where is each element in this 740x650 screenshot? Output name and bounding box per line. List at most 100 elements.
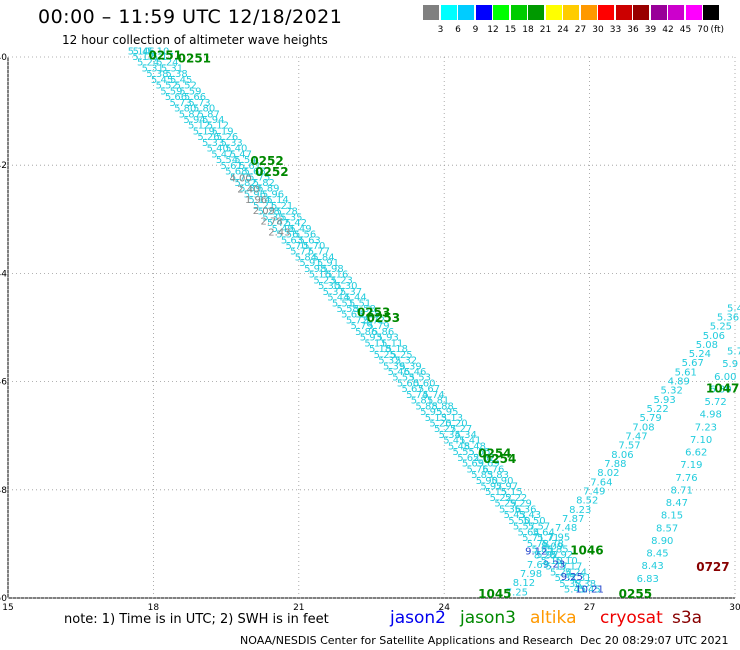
pass-time-label: 0251 bbox=[178, 51, 211, 65]
descending-track-b: 5.98 bbox=[321, 264, 343, 275]
descending-track-b: 5.34 bbox=[455, 430, 477, 441]
footer-credit: NOAA/NESDIS Center for Satellite Applica… bbox=[240, 634, 574, 647]
pass-time-label: 1047 bbox=[706, 381, 739, 395]
lat-tick-label: -50 bbox=[0, 594, 7, 604]
descending-track-a: 5.31 bbox=[142, 63, 164, 74]
descending-track-b: 5.39 bbox=[400, 361, 422, 372]
lat-tick-label: -42 bbox=[0, 161, 7, 171]
descending-track-b: 5.97 bbox=[496, 482, 518, 493]
descending-track-b: 5.31 bbox=[161, 63, 183, 74]
scale-label: 6 bbox=[455, 25, 461, 35]
descending-track-a: 5.73 bbox=[169, 98, 191, 109]
descending-track-b: 5.21 bbox=[271, 201, 293, 212]
descending-track-b: 5.45 bbox=[578, 585, 600, 596]
descending-track-a: 5.39 bbox=[383, 361, 405, 372]
descending-track-b: 5.14 bbox=[266, 195, 288, 206]
descending-track-b: 5.63 bbox=[299, 235, 321, 246]
satellite-tracks: 5.105.175.245.315.385.455.525.595.665.73… bbox=[128, 46, 740, 598]
descending-track-a: 5.42 bbox=[267, 218, 289, 229]
descending-track-a: 5.10 bbox=[128, 46, 150, 57]
descending-track-b: 5.16 bbox=[326, 270, 348, 281]
scale-swatch bbox=[615, 5, 632, 20]
descending-track-a: 5.55 bbox=[453, 447, 475, 458]
descending-track-a: 5.24 bbox=[137, 58, 159, 69]
ascending-track-2-value: 8.43 bbox=[641, 561, 663, 572]
descending-track-b: 5.26 bbox=[216, 132, 238, 143]
descending-track-b: 5.49 bbox=[289, 224, 311, 235]
descending-track-a: 5.17 bbox=[545, 562, 567, 573]
descending-track-a: 5.47 bbox=[211, 149, 233, 160]
ascending-track-value: 5.4 bbox=[727, 303, 740, 314]
ascending-track-value: 8.09 bbox=[541, 541, 563, 552]
descending-track-a: 5.95 bbox=[420, 407, 442, 418]
descending-track-b: 5.41 bbox=[459, 436, 481, 447]
descending-track-a: 5.91 bbox=[299, 258, 321, 269]
descending-track-a: 5.43 bbox=[504, 510, 526, 521]
descending-track-a: 5.65 bbox=[341, 310, 363, 321]
footer-timestamp: Dec 20 08:29:07 UTC 2021 bbox=[580, 634, 729, 647]
scale-swatch bbox=[633, 5, 649, 20]
descending-track-a: 5.20 bbox=[429, 419, 451, 430]
descending-track-b: 5.82 bbox=[253, 178, 275, 189]
descending-track-b: 5.85 bbox=[546, 545, 568, 556]
pass-time-label: 0253 bbox=[367, 311, 400, 325]
page-subtitle: 12 hour collection of altimeter wave hei… bbox=[62, 33, 328, 47]
descending-track-b: 5.29 bbox=[510, 499, 532, 510]
descending-track-b: 5.22 bbox=[505, 493, 527, 504]
descending-track-b: 5.19 bbox=[211, 126, 233, 137]
descending-sample: 4.00 bbox=[230, 173, 252, 184]
pass-time-label: 0253 bbox=[357, 306, 390, 320]
descending-track-a: 5.11 bbox=[364, 338, 386, 349]
ascending-track-value: 8.52 bbox=[576, 496, 598, 507]
descending-track-b: 5.20 bbox=[445, 419, 467, 430]
axis-ticks: 15 18 21 24 27 30 -40 -42 -44 -46 -48 -50 bbox=[0, 53, 740, 613]
descending-track-a: 5.83 bbox=[471, 470, 493, 481]
map-grid bbox=[7, 56, 736, 599]
legend-item-altika: altika bbox=[530, 608, 577, 628]
page-title: 00:00 – 11:59 UTC 12/18/2021 bbox=[38, 6, 343, 28]
descending-track-b: 5.40 bbox=[225, 144, 247, 155]
descending-track-b: 5.70 bbox=[303, 241, 325, 252]
descending-track-a: 5.40 bbox=[207, 144, 229, 155]
descending-track-b: 5.18 bbox=[386, 344, 408, 355]
ascending-track-value: 7.57 bbox=[618, 441, 640, 452]
descending-tail-value: 9.12 bbox=[525, 547, 547, 558]
ascending-track-value: 7.47 bbox=[625, 432, 647, 443]
descending-track-a: 5.76 bbox=[466, 464, 488, 475]
descending-track-a: 5.97 bbox=[480, 482, 502, 493]
ascending-track-2-value: 8.57 bbox=[656, 523, 678, 534]
descending-track-a: 5.66 bbox=[165, 92, 187, 103]
descending-track-a: 5.34 bbox=[439, 430, 461, 441]
descending-track-a: 5.98 bbox=[304, 264, 326, 275]
ascending-track-value: 7.88 bbox=[604, 459, 626, 470]
scale-label: 21 bbox=[539, 25, 552, 35]
descending-track-b: 5.47 bbox=[230, 149, 252, 160]
descending-track-a: 5.38 bbox=[559, 579, 581, 590]
descending-track-a: 5.10 bbox=[541, 556, 563, 567]
descending-track-b: 5.33 bbox=[221, 138, 243, 149]
descending-track-a: 5.85 bbox=[531, 545, 553, 556]
ascending-track-value: 7.64 bbox=[590, 477, 612, 488]
scale-label: 39 bbox=[644, 25, 657, 35]
descending-track-a: 5.94 bbox=[183, 115, 205, 126]
descending-track-b: 5.15 bbox=[500, 487, 522, 498]
scale-unit: (ft) bbox=[710, 25, 725, 35]
scale-swatch bbox=[510, 5, 527, 20]
pass-time-label: 1045 bbox=[478, 587, 511, 601]
descending-track-a: 5.96 bbox=[244, 189, 266, 200]
descending-track-b: 5.71 bbox=[537, 533, 559, 544]
descending-track-a: 5.51 bbox=[332, 298, 354, 309]
descending-track-a: 5.74 bbox=[406, 390, 428, 401]
descending-track-a: 5.86 bbox=[355, 327, 377, 338]
descending-track-b: 5.23 bbox=[331, 275, 353, 286]
descending-track-b: 5.76 bbox=[482, 464, 504, 475]
descending-track-a: 5.32 bbox=[378, 356, 400, 367]
descending-sample: 1.96 bbox=[245, 195, 267, 206]
scale-swatch bbox=[545, 5, 562, 20]
scale-label: 33 bbox=[609, 25, 622, 35]
descending-track-a: 5.45 bbox=[564, 585, 586, 596]
scale-swatch bbox=[493, 5, 509, 20]
scale-label: 12 bbox=[487, 25, 499, 35]
descending-track-b: 5.66 bbox=[184, 92, 206, 103]
descending-track-b: 5.68 bbox=[243, 167, 265, 178]
